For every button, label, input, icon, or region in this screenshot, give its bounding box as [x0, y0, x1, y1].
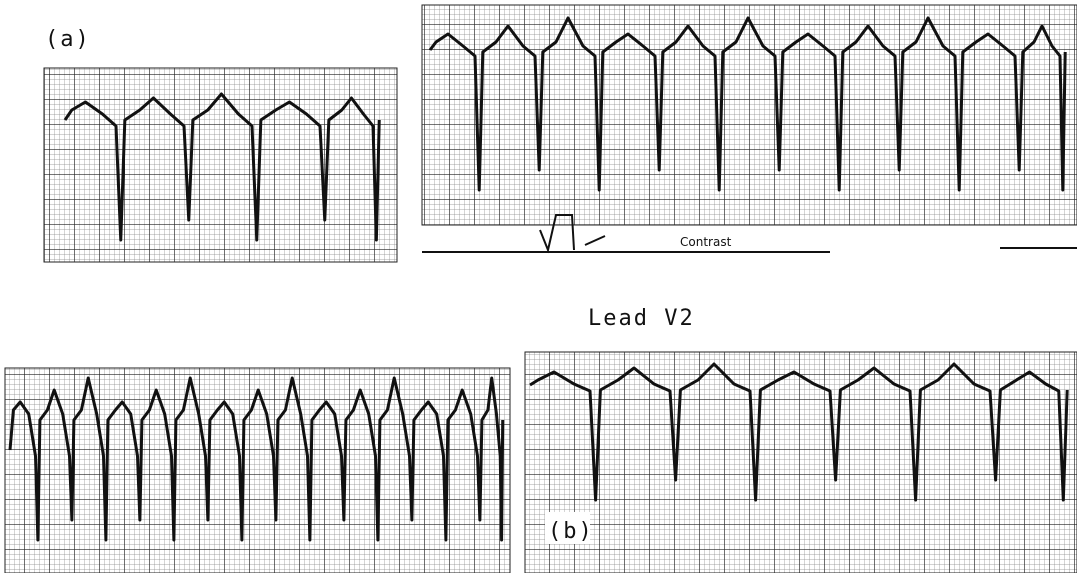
- annotation: Contrast: [680, 235, 732, 249]
- figure: (a) Lead V2 (b) Contrast: [0, 0, 1077, 573]
- ecg-strip: [422, 5, 1077, 225]
- panel-label: (b): [548, 519, 594, 544]
- page: (a) Lead V2 (b) Contrast: [0, 0, 1077, 573]
- panel-label: (a): [45, 27, 91, 52]
- lead-label: Lead V2: [588, 306, 695, 331]
- ecg-strip: [5, 368, 510, 573]
